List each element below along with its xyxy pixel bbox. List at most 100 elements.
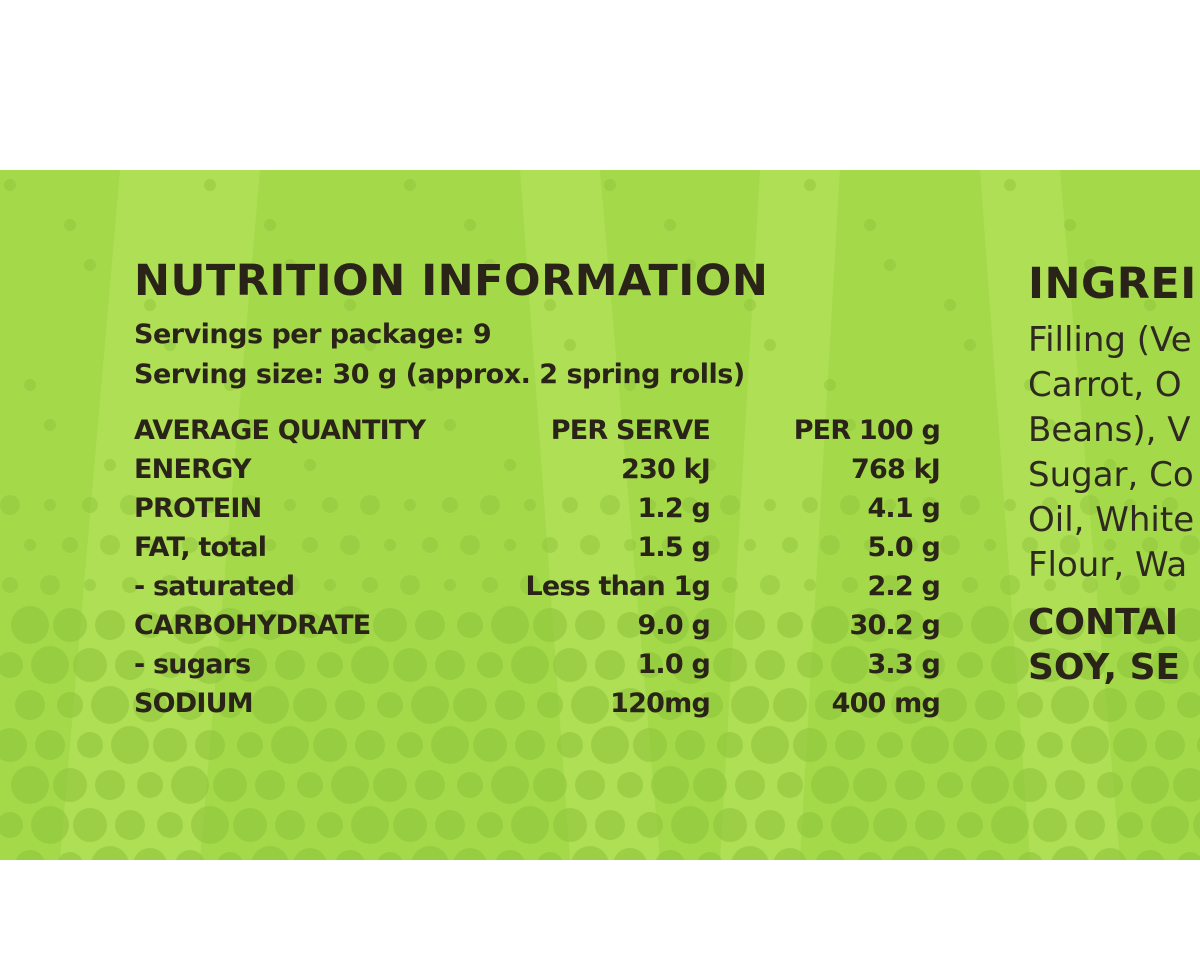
background-dot	[91, 846, 129, 860]
background-dot	[524, 499, 536, 511]
background-dot	[73, 648, 107, 682]
background-dot	[84, 259, 96, 271]
header-per-serve: PER SERVE	[550, 415, 711, 446]
background-dot	[953, 728, 987, 762]
per-100g-value: 30.2 g	[849, 610, 940, 641]
background-dot	[904, 459, 916, 471]
background-dot	[751, 726, 789, 764]
background-dot	[157, 812, 183, 838]
background-dot	[911, 726, 949, 764]
background-dot	[1117, 812, 1143, 838]
background-dot	[233, 808, 267, 842]
background-dot	[1075, 650, 1105, 680]
per-serve-value: 120mg	[610, 688, 711, 719]
background-dot	[1022, 537, 1038, 553]
background-dot	[1144, 299, 1156, 311]
background-dot	[684, 579, 696, 591]
background-dot	[975, 690, 1005, 720]
background-dot	[995, 730, 1025, 760]
background-dot	[1113, 728, 1147, 762]
background-dot	[95, 610, 125, 640]
background-dot	[1173, 608, 1200, 642]
background-dot	[77, 732, 103, 758]
background-dot	[824, 379, 836, 391]
background-dot	[453, 848, 487, 860]
background-dot	[698, 852, 722, 860]
background-dot	[344, 299, 356, 311]
background-dot	[682, 497, 698, 513]
background-dot	[1164, 339, 1176, 351]
background-dot	[1033, 648, 1067, 682]
background-dot	[251, 686, 289, 724]
nutrition-table-header-row: AVERAGE QUANTITY PER SERVE PER 100 g	[134, 411, 941, 450]
background-dot	[1097, 772, 1123, 798]
allergen-statement: CONTAI SOY, SE	[1028, 600, 1200, 690]
background-dot	[284, 259, 296, 271]
background-dot	[1071, 726, 1109, 764]
background-dot	[137, 612, 163, 638]
background-dot	[275, 650, 305, 680]
background-dot	[400, 575, 420, 595]
background-dot	[731, 846, 769, 860]
background-dot	[1013, 608, 1047, 642]
background-stripe	[520, 170, 660, 860]
background-dot	[1060, 535, 1080, 555]
background-dot	[95, 770, 125, 800]
background-dot	[251, 846, 289, 860]
background-dot	[360, 495, 380, 515]
background-dot	[1084, 259, 1096, 271]
background-dot	[457, 612, 483, 638]
background-dot	[0, 812, 23, 838]
background-dot	[64, 219, 76, 231]
per-serve-value: 9.0 g	[637, 610, 710, 641]
background-dot	[655, 690, 685, 720]
background-dot	[317, 652, 343, 678]
background-dot	[191, 806, 229, 844]
background-dot	[4, 179, 16, 191]
ingredients-section: INGREI Filling (Ve Carrot, O Beans), V S…	[1028, 258, 1200, 690]
background-dot	[815, 690, 845, 720]
background-dot	[891, 846, 929, 860]
background-dot	[1075, 810, 1105, 840]
background-dot	[495, 690, 525, 720]
background-dot	[15, 850, 45, 860]
background-dot	[1042, 497, 1058, 513]
background-dot	[744, 539, 756, 551]
background-dot	[393, 808, 427, 842]
background-dot	[264, 219, 276, 231]
background-dot	[220, 535, 240, 555]
background-dot	[2, 577, 18, 593]
background-dot	[1142, 537, 1158, 553]
background-dot	[717, 732, 743, 758]
background-dot	[664, 219, 676, 231]
background-dot	[504, 459, 516, 471]
background-dot	[600, 495, 620, 515]
background-dot	[782, 537, 798, 553]
background-dot	[811, 606, 849, 644]
background-dot	[1044, 579, 1056, 591]
background-dot	[797, 652, 823, 678]
background-dot	[637, 652, 663, 678]
background-dot	[44, 419, 56, 431]
background-dot	[304, 459, 316, 471]
background-dot	[377, 692, 403, 718]
background-dot	[1044, 419, 1056, 431]
background-dot	[104, 459, 116, 471]
background-dot	[1117, 652, 1143, 678]
background-dot	[144, 539, 156, 551]
background-dot	[44, 499, 56, 511]
background-dot	[940, 535, 960, 555]
background-dot	[244, 419, 256, 431]
background-dot	[1193, 651, 1200, 679]
background-dot	[444, 579, 456, 591]
contains-line: SOY, SE	[1028, 647, 1181, 688]
background-dot	[1124, 499, 1136, 511]
background-dot	[422, 537, 438, 553]
background-dot	[700, 535, 720, 555]
background-dot	[937, 612, 963, 638]
background-dot	[91, 686, 129, 724]
background-dot	[1000, 575, 1020, 595]
background-dot	[651, 766, 689, 804]
background-dot	[595, 810, 625, 840]
table-row: PROTEIN 1.2 g 4.1 g	[134, 489, 941, 528]
